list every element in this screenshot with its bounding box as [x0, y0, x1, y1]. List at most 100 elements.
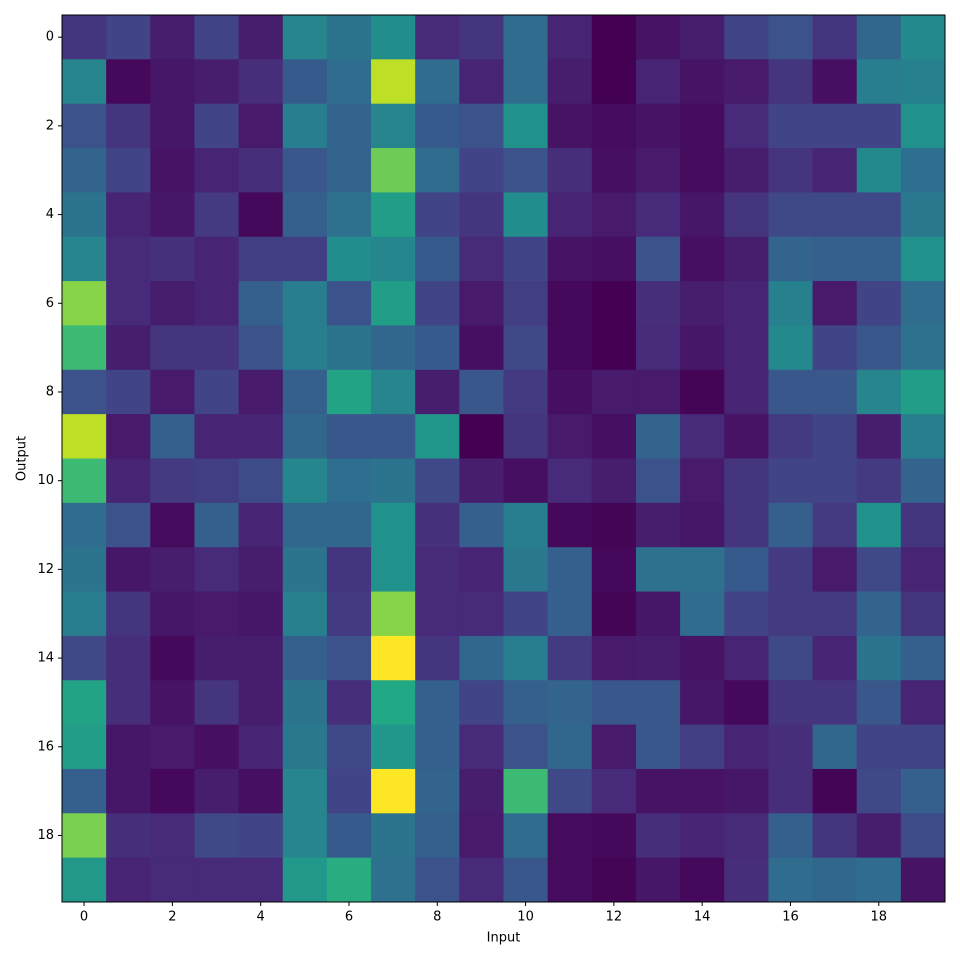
heatmap-cell	[547, 192, 593, 238]
heatmap-cell	[812, 458, 858, 504]
heatmap-cell	[547, 680, 593, 726]
heatmap-cell	[635, 236, 681, 282]
heatmap-cell	[635, 724, 681, 770]
heatmap-cell	[900, 148, 946, 193]
heatmap-cell	[503, 547, 549, 593]
heatmap-cell	[282, 192, 328, 238]
heatmap-cell	[680, 325, 725, 371]
heatmap-cell	[856, 680, 902, 726]
heatmap-cell	[415, 59, 460, 105]
heatmap-cell	[547, 591, 593, 637]
heatmap-cell	[724, 59, 769, 105]
heatmap-cell	[106, 813, 151, 859]
heatmap-cell	[238, 857, 284, 903]
heatmap-cell	[415, 724, 460, 770]
heatmap-cell	[194, 547, 240, 593]
heatmap-cell	[150, 281, 195, 326]
heatmap-cell	[371, 857, 416, 903]
heatmap-cell	[547, 502, 593, 548]
heatmap-cell	[547, 414, 593, 459]
heatmap-cell	[238, 591, 284, 637]
heatmap-cell	[768, 281, 814, 326]
heatmap-cell	[856, 547, 902, 593]
heatmap-cell	[503, 192, 549, 238]
heatmap-cell	[635, 857, 681, 903]
heatmap-cell	[503, 458, 549, 504]
heatmap-cell	[150, 236, 195, 282]
heatmap-cell	[459, 635, 504, 681]
heatmap-cell	[194, 857, 240, 903]
heatmap-cell	[106, 192, 151, 238]
heatmap-cell	[282, 15, 328, 60]
heatmap-cell	[503, 635, 549, 681]
heatmap-cell	[371, 59, 416, 105]
heatmap-cell	[724, 325, 769, 371]
heatmap-cell	[591, 281, 637, 326]
heatmap-cell	[62, 458, 107, 504]
heatmap-cell	[106, 547, 151, 593]
heatmap-cell	[768, 59, 814, 105]
heatmap-cell	[459, 768, 504, 814]
heatmap-cell	[238, 15, 284, 60]
heatmap-cell	[194, 502, 240, 548]
heatmap-cell	[768, 103, 814, 149]
heatmap-cell	[724, 148, 769, 193]
heatmap-cell	[459, 458, 504, 504]
heatmap-cell	[326, 281, 372, 326]
heatmap-cell	[238, 148, 284, 193]
heatmap-cell	[150, 591, 195, 637]
heatmap-cell	[459, 192, 504, 238]
heatmap-cell	[326, 857, 372, 903]
heatmap-cell	[106, 369, 151, 415]
heatmap-cell	[194, 635, 240, 681]
heatmap-cell	[900, 414, 946, 459]
heatmap-cell	[768, 724, 814, 770]
heatmap-cell	[768, 325, 814, 371]
x-tick-label: 18	[871, 910, 888, 925]
heatmap-cell	[282, 547, 328, 593]
heatmap-cell	[812, 325, 858, 371]
heatmap-cell	[591, 724, 637, 770]
heatmap-cell	[62, 369, 107, 415]
heatmap-cell	[547, 724, 593, 770]
heatmap-cell	[680, 103, 725, 149]
heatmap-cell	[371, 502, 416, 548]
heatmap-cell	[194, 236, 240, 282]
x-tick-label: 0	[80, 910, 88, 925]
heatmap-cell	[768, 414, 814, 459]
heatmap-cell	[812, 857, 858, 903]
heatmap-cell	[591, 59, 637, 105]
heatmap-cell	[812, 768, 858, 814]
heatmap-cell	[415, 148, 460, 193]
x-tick-label: 14	[694, 910, 711, 925]
heatmap-cell	[591, 547, 637, 593]
heatmap-cell	[106, 414, 151, 459]
heatmap-cell	[415, 103, 460, 149]
heatmap-cell	[371, 458, 416, 504]
heatmap-cell	[812, 148, 858, 193]
heatmap-cell	[856, 325, 902, 371]
heatmap-cell	[150, 103, 195, 149]
heatmap-cell	[812, 59, 858, 105]
heatmap-cell	[194, 15, 240, 60]
heatmap-cell	[238, 369, 284, 415]
x-tick-label: 4	[257, 910, 265, 925]
heatmap-cell	[371, 325, 416, 371]
heatmap-cell	[194, 591, 240, 637]
heatmap-cell	[591, 369, 637, 415]
heatmap-cell	[591, 325, 637, 371]
heatmap-cell	[900, 724, 946, 770]
heatmap-cell	[856, 192, 902, 238]
y-tick-label: 10	[37, 473, 54, 488]
heatmap-cell	[900, 813, 946, 859]
heatmap-cell	[238, 635, 284, 681]
heatmap-cell	[106, 768, 151, 814]
heatmap-cell	[62, 236, 107, 282]
heatmap-cell	[768, 192, 814, 238]
heatmap-cell	[326, 59, 372, 105]
x-tick-label: 2	[168, 910, 176, 925]
heatmap-cell	[326, 768, 372, 814]
heatmap-cell	[238, 680, 284, 726]
heatmap-cell	[503, 857, 549, 903]
heatmap-cell	[371, 768, 416, 814]
